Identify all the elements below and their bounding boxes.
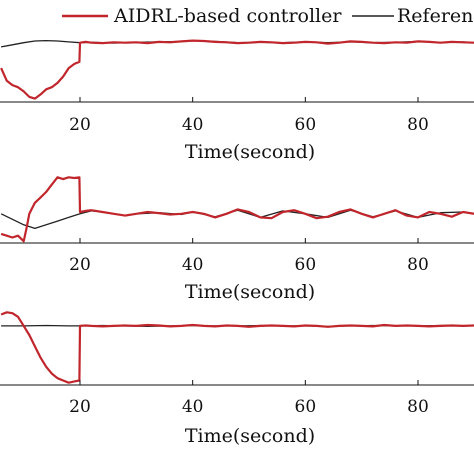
legend: AIDRL-based controller Reference [62, 5, 474, 27]
subplot-2-tick-label-40: 40 [182, 255, 204, 275]
subplot-1-tick-label-40: 40 [182, 115, 204, 135]
subplot-2-ticks: 20 40 60 80 [69, 238, 429, 275]
subplot-1-series-aidrl [0, 39, 474, 100]
legend-label-aidrl: AIDRL-based controller [113, 5, 342, 27]
subplot-3-x-label: Time(second) [185, 425, 315, 447]
subplot-3-tick-label-80: 80 [407, 397, 429, 417]
subplot-1: 20 40 60 80 Time(second) [0, 39, 474, 163]
subplot-2-x-label: Time(second) [185, 281, 315, 303]
subplot-3-series-aidrl [0, 311, 474, 384]
subplot-1-lines [0, 39, 474, 100]
subplot-3-lines [0, 311, 474, 384]
subplot-1-x-label: Time(second) [185, 141, 315, 163]
subplot-2-tick-label-80: 80 [407, 255, 429, 275]
subplot-1-tick-label-60: 60 [295, 115, 317, 135]
subplot-2-lines [0, 176, 474, 243]
subplot-2: 20 40 60 80 Time(second) [0, 176, 474, 303]
subplot-2-tick-label-60: 60 [295, 255, 317, 275]
subplot-1-ticks: 20 40 60 80 [69, 97, 429, 135]
subplot-3-tick-label-20: 20 [69, 397, 91, 417]
subplot-3-ticks: 20 40 60 80 [69, 380, 429, 417]
legend-label-reference: Reference [397, 5, 474, 27]
subplot-3: 20 40 60 80 Time(second) [0, 311, 474, 447]
subplot-1-tick-label-80: 80 [407, 115, 429, 135]
subplot-3-tick-label-60: 60 [295, 397, 317, 417]
subplot-2-tick-label-20: 20 [69, 255, 91, 275]
subplot-1-tick-label-20: 20 [69, 115, 91, 135]
subplot-3-tick-label-40: 40 [182, 397, 204, 417]
subplot-2-series-aidrl [0, 176, 474, 243]
